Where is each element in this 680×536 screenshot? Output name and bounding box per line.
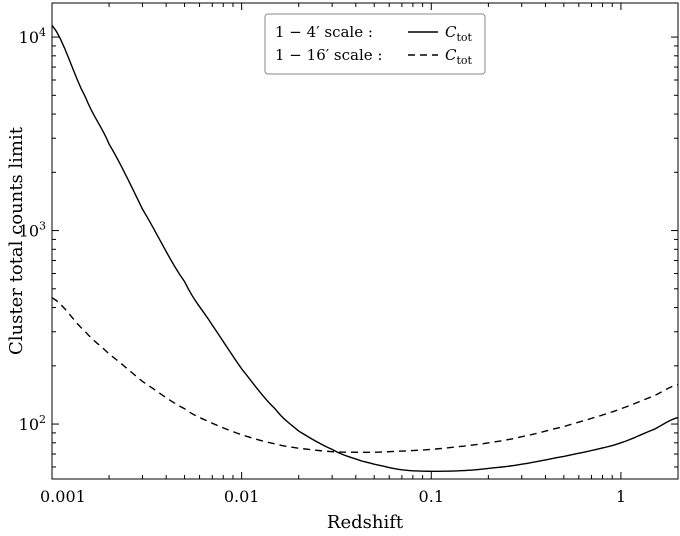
legend-box <box>264 13 486 75</box>
legend-series-name: Ctot <box>445 23 473 44</box>
legend: 1 − 4′ scale : Ctot 1 − 16′ scale : Ctot <box>264 13 486 75</box>
y-tick-label: 104 <box>19 26 46 47</box>
legend-series-name: Ctot <box>445 46 473 67</box>
y-tick-label: 103 <box>19 220 46 241</box>
x-axis-label: Redshift <box>327 512 404 533</box>
y-tick-label: 102 <box>19 413 46 434</box>
plot-frame <box>51 2 679 480</box>
series-line-1 <box>51 24 679 473</box>
legend-scale-label: 1 − 16′ scale : <box>275 46 382 64</box>
x-tick-label: 1 <box>616 487 626 506</box>
x-tick-label: 0.001 <box>40 487 86 506</box>
legend-scale-label: 1 − 4′ scale : <box>275 23 373 41</box>
series-line-2 <box>51 297 679 454</box>
axis-ticks <box>51 3 679 479</box>
x-tick-label: 0.01 <box>224 487 260 506</box>
series-layer <box>51 24 679 473</box>
axis-tick-labels: 0.001 0.01 0.1 1 102 103 104 <box>19 26 626 506</box>
y-axis-label: Cluster total counts limit <box>6 126 27 355</box>
x-tick-label: 0.1 <box>419 487 444 506</box>
